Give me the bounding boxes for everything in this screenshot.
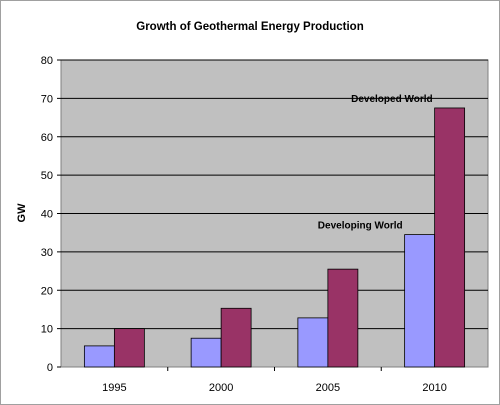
bar-developed-world-2010	[434, 107, 466, 368]
bar-developing-world-1995	[83, 345, 115, 368]
y-tick-label: 70	[41, 93, 53, 105]
y-tick-label: 30	[41, 247, 53, 259]
annotation-developing-world: Developing World	[318, 221, 403, 232]
x-tick-label: 2000	[209, 382, 233, 394]
bar-developed-world-2000	[220, 307, 252, 368]
chart-title: Growth of Geothermal Energy Production	[136, 21, 363, 33]
x-tick-label: 2005	[316, 382, 340, 394]
x-tick-label: 2010	[422, 382, 446, 394]
y-axis-ticks: 0 10 20 30 40 50 60 70 80	[41, 55, 61, 374]
annotations: Developed World Developing World	[318, 94, 433, 232]
y-tick-label: 20	[41, 285, 53, 297]
bars	[83, 107, 466, 368]
y-tick-label: 80	[41, 55, 53, 67]
y-axis-label: GW	[16, 203, 28, 223]
y-tick-label: 10	[41, 324, 53, 336]
bar-developed-world-1995	[113, 328, 145, 368]
bar-developing-world-2000	[190, 337, 222, 368]
bar-developing-world-2010	[404, 234, 436, 368]
annotation-developed-world: Developed World	[351, 94, 433, 105]
x-axis-ticks: 1995 2000 2005 2010	[102, 367, 447, 394]
x-tick-label: 1995	[102, 382, 126, 394]
y-tick-label: 60	[41, 132, 53, 144]
y-tick-label: 40	[41, 209, 53, 221]
bar-developed-world-2005	[327, 268, 359, 368]
y-tick-label: 0	[47, 362, 53, 374]
y-tick-label: 50	[41, 170, 53, 182]
bar-developing-world-2005	[297, 317, 329, 368]
